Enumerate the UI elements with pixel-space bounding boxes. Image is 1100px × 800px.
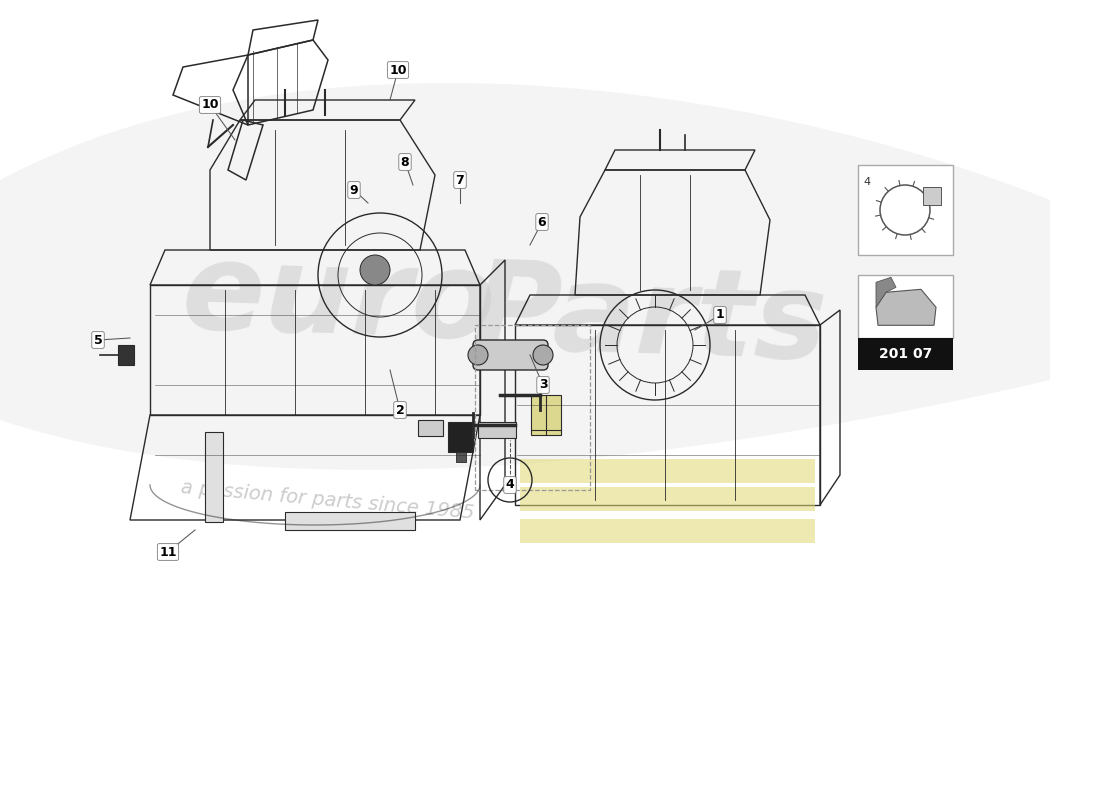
Text: 4: 4 bbox=[864, 177, 870, 187]
Text: 9: 9 bbox=[350, 183, 359, 197]
Circle shape bbox=[468, 345, 488, 365]
Text: euro: euro bbox=[180, 236, 498, 364]
Text: 2: 2 bbox=[396, 403, 405, 417]
Text: a passion for parts since 1985: a passion for parts since 1985 bbox=[180, 478, 475, 522]
Circle shape bbox=[534, 345, 553, 365]
Text: Parts: Parts bbox=[470, 255, 829, 385]
FancyBboxPatch shape bbox=[448, 422, 473, 452]
Text: 201 07: 201 07 bbox=[879, 347, 932, 361]
FancyBboxPatch shape bbox=[473, 340, 548, 370]
FancyBboxPatch shape bbox=[456, 452, 466, 462]
FancyBboxPatch shape bbox=[478, 422, 516, 438]
Text: 3: 3 bbox=[539, 378, 548, 391]
PathPatch shape bbox=[0, 83, 1050, 470]
Text: 10: 10 bbox=[389, 63, 407, 77]
Circle shape bbox=[360, 255, 390, 285]
FancyBboxPatch shape bbox=[520, 459, 815, 483]
Text: 6: 6 bbox=[538, 215, 547, 229]
FancyBboxPatch shape bbox=[520, 487, 815, 511]
Polygon shape bbox=[876, 290, 936, 326]
FancyBboxPatch shape bbox=[923, 187, 940, 205]
Text: 1: 1 bbox=[716, 309, 725, 322]
FancyBboxPatch shape bbox=[531, 395, 561, 435]
FancyBboxPatch shape bbox=[285, 512, 415, 530]
Text: 11: 11 bbox=[160, 546, 177, 558]
Text: 5: 5 bbox=[94, 334, 102, 346]
Text: 10: 10 bbox=[201, 98, 219, 111]
Polygon shape bbox=[876, 278, 896, 307]
FancyBboxPatch shape bbox=[205, 432, 223, 522]
FancyBboxPatch shape bbox=[858, 275, 953, 338]
FancyBboxPatch shape bbox=[858, 338, 953, 370]
Text: 8: 8 bbox=[400, 155, 409, 169]
FancyBboxPatch shape bbox=[520, 519, 815, 543]
FancyBboxPatch shape bbox=[418, 420, 443, 436]
Text: 7: 7 bbox=[455, 174, 464, 186]
Text: 4: 4 bbox=[506, 478, 515, 491]
FancyBboxPatch shape bbox=[118, 345, 134, 365]
FancyBboxPatch shape bbox=[858, 165, 953, 255]
